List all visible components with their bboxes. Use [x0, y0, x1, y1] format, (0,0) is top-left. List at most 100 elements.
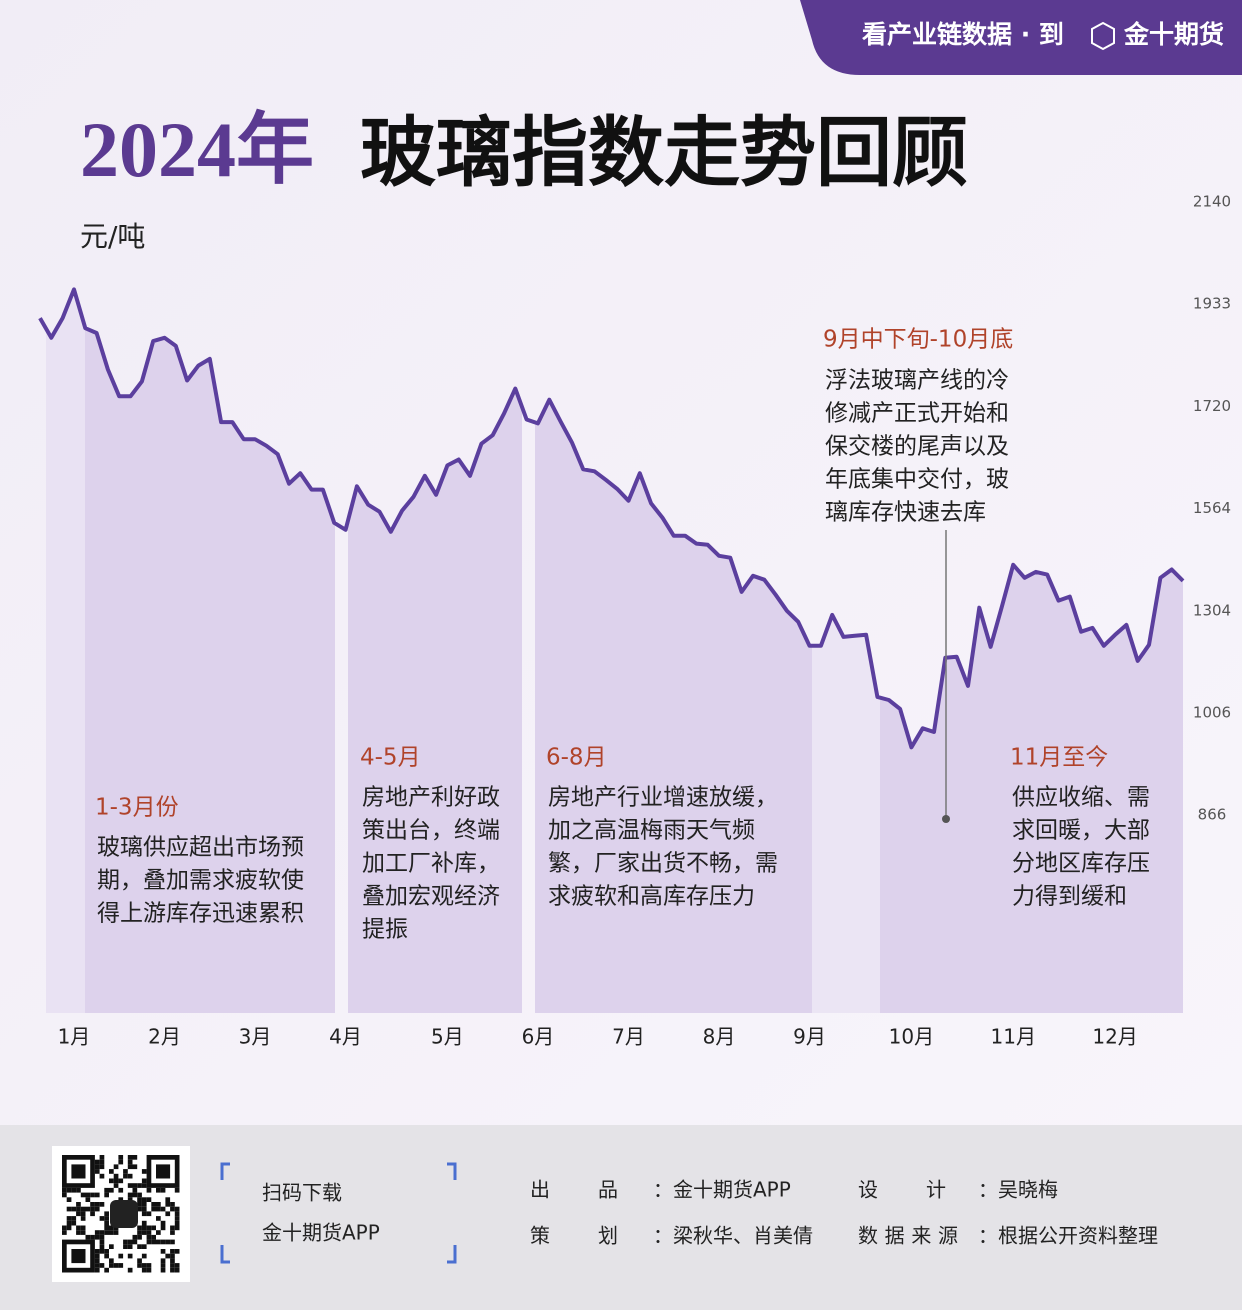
qr-cell [156, 1239, 161, 1245]
qr-cell [113, 1263, 119, 1268]
qr-cell [174, 1263, 180, 1268]
qr-cell [127, 1183, 133, 1188]
qr-cell [141, 1178, 147, 1184]
qr-cell [80, 1225, 86, 1231]
qr-cell [85, 1197, 91, 1202]
qr-cell [146, 1234, 152, 1240]
qr-cell [99, 1164, 105, 1170]
qr-cell [90, 1211, 95, 1217]
qr-cell [127, 1159, 133, 1165]
area-band [46, 289, 85, 1013]
x-tick-label: 7月 [612, 1025, 645, 1049]
qr-cell [104, 1216, 109, 1221]
qr-cell [170, 1253, 175, 1259]
x-tick-label: 5月 [431, 1025, 464, 1049]
qr-cell [132, 1183, 138, 1188]
qr-cell [127, 1155, 133, 1160]
qr-cell [113, 1164, 119, 1170]
download-text: 扫码下载 [262, 1181, 342, 1205]
qr-cell [99, 1249, 105, 1254]
qr-cell [104, 1192, 109, 1198]
qr-cell [160, 1249, 166, 1254]
qr-cell [174, 1211, 180, 1217]
qr-cell [127, 1253, 133, 1259]
qr-cell [137, 1197, 142, 1202]
qr-cell [66, 1225, 72, 1231]
qr-cell [174, 1206, 180, 1212]
title-main: 玻璃指数走势回顾 [360, 108, 968, 197]
qr-cell [137, 1192, 142, 1198]
annotation-text: 得上游库存迅速累积 [97, 901, 304, 927]
qr-cell [90, 1206, 95, 1212]
logo-icon [1091, 21, 1115, 51]
qr-cell [109, 1263, 114, 1268]
qr-cell [123, 1244, 128, 1249]
x-tick-label: 8月 [703, 1025, 736, 1049]
qr-cell [146, 1267, 152, 1273]
qr-cell [127, 1164, 133, 1170]
x-tick-label: 11月 [991, 1025, 1036, 1049]
qr-cell [99, 1155, 105, 1160]
qr-cell [71, 1206, 77, 1212]
qr-cell [127, 1192, 133, 1198]
qr-cell [141, 1253, 147, 1259]
qr-cell [118, 1178, 124, 1184]
qr-cell [71, 1216, 77, 1221]
qr-cell [118, 1155, 124, 1160]
y-tick-label: 2140 [1193, 193, 1231, 211]
qr-pattern [62, 1155, 180, 1273]
y-axis-label: 元/吨 [80, 220, 145, 253]
qr-cell [76, 1230, 81, 1235]
qr-cell [99, 1263, 105, 1268]
qr-cell [132, 1187, 138, 1193]
annotation-text: 年底集中交付，玻 [825, 467, 1009, 493]
annotation-text: 璃库存快速去库 [825, 500, 986, 526]
qr-cell [109, 1258, 114, 1264]
qr-cell [146, 1230, 152, 1235]
qr-cell [170, 1206, 175, 1212]
qr-cell [132, 1192, 138, 1198]
qr-cell [151, 1206, 156, 1212]
qr-cell [99, 1173, 105, 1179]
qr-cell [146, 1197, 152, 1202]
qr-cell [113, 1183, 119, 1188]
annotation-text: 求回暖，大部 [1012, 818, 1150, 844]
qr-cell [90, 1202, 95, 1207]
qr-cell [160, 1220, 166, 1226]
qr-cell [170, 1202, 175, 1207]
qr-cell [94, 1192, 100, 1198]
qr-finder [71, 1249, 86, 1264]
qr-cell [170, 1239, 175, 1245]
y-tick-label: 1006 [1193, 704, 1231, 722]
qr-cell [90, 1234, 95, 1240]
qr-cell [141, 1169, 147, 1174]
qr-cell [141, 1202, 147, 1207]
annotation-text: 加工厂补库， [362, 851, 500, 877]
qr-cell [109, 1169, 114, 1174]
annotation-text: 求疲软和高库存压力 [548, 884, 755, 910]
qr-cell [174, 1216, 180, 1221]
qr-cell [127, 1173, 133, 1179]
bracket [220, 1162, 457, 1264]
qr-cell [137, 1234, 142, 1240]
annotation-title: 1-3月份 [95, 795, 179, 821]
y-tick-label: 1933 [1193, 295, 1231, 313]
qr-cell [109, 1230, 114, 1235]
qr-cell [62, 1230, 67, 1235]
qr-cell [165, 1197, 171, 1202]
qr-cell [113, 1230, 119, 1235]
qr-cell [160, 1206, 166, 1212]
annotation-title: 4-5月 [360, 745, 421, 771]
qr-cell [174, 1220, 180, 1226]
qr-cell [141, 1225, 147, 1231]
banner-brand: 金十期货 [1123, 20, 1224, 49]
qr-cell [174, 1267, 180, 1273]
qr-cell [123, 1169, 128, 1174]
qr-finder [156, 1164, 171, 1179]
qr-cell [165, 1253, 171, 1259]
qr-cell [76, 1206, 81, 1212]
qr-cell [156, 1202, 161, 1207]
qr-cell [99, 1234, 105, 1240]
